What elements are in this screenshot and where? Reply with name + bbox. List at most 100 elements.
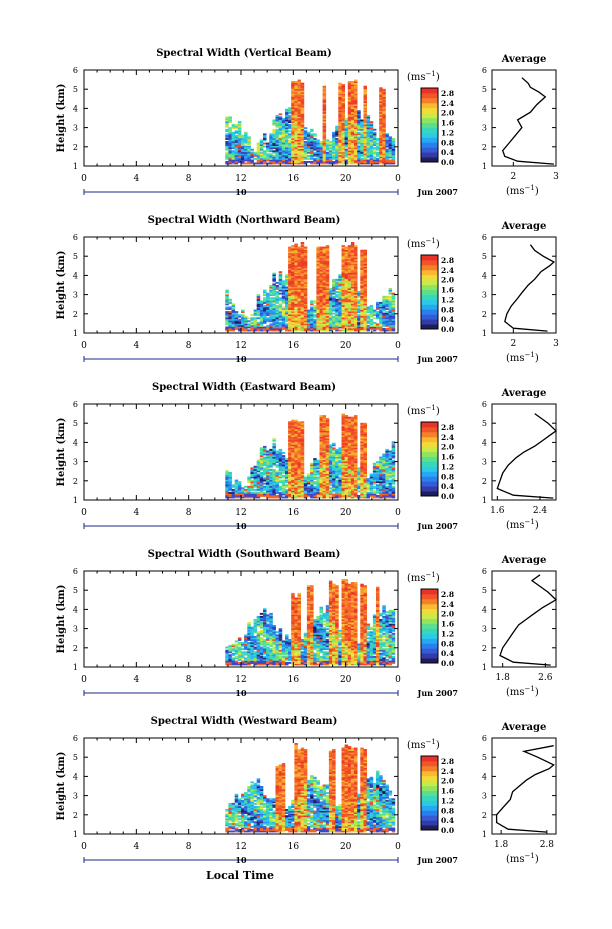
- heatmap-cell: [297, 311, 301, 313]
- heatmap-cell: [357, 473, 361, 476]
- heatmap-cell: [332, 138, 336, 140]
- heatmap-cell: [369, 144, 374, 146]
- heatmap-cell: [347, 252, 352, 255]
- heatmap-cell: [344, 141, 349, 143]
- heatmap-cell: [272, 462, 276, 465]
- heatmap-cell: [350, 133, 355, 136]
- heatmap-cell: [294, 326, 298, 329]
- heatmap-cell: [379, 105, 383, 108]
- heatmap-cell: [382, 114, 386, 117]
- heatmap-cell: [335, 281, 339, 284]
- heatmap-cell: [234, 315, 239, 318]
- heatmap-cell: [341, 108, 345, 111]
- heatmap-cell: [300, 258, 305, 261]
- heatmap-cell: [294, 266, 298, 269]
- heatmap-cell: [231, 141, 236, 143]
- heatmap-cell: [354, 416, 358, 419]
- heatmap-cell: [338, 297, 342, 300]
- heatmap-cell: [294, 320, 298, 323]
- heatmap-cell: [385, 134, 389, 137]
- heatmap-cell: [319, 448, 323, 451]
- heatmap-cell: [363, 142, 367, 145]
- heatmap-cell: [266, 496, 270, 499]
- heatmap-cell: [278, 125, 283, 128]
- heatmap-cell: [341, 418, 345, 421]
- heatmap-cell: [319, 491, 323, 494]
- heatmap-cell: [338, 108, 342, 111]
- heatmap-cell: [250, 162, 254, 165]
- heatmap-cell: [291, 455, 295, 457]
- heatmap-cell: [363, 283, 367, 286]
- heatmap-cell: [369, 161, 374, 163]
- heatmap-cell: [300, 295, 305, 298]
- heatmap-cell: [388, 301, 393, 304]
- heatmap-cell: [259, 467, 264, 470]
- heatmap-cell: [281, 136, 286, 139]
- heatmap-cell: [335, 288, 339, 290]
- heatmap-cell: [341, 93, 345, 96]
- heatmap-cell: [357, 485, 361, 488]
- y-tick-label: 2: [73, 310, 78, 319]
- heatmap-cell: [288, 306, 292, 309]
- heatmap-cell: [269, 487, 273, 490]
- heatmap-cell: [363, 272, 367, 275]
- heatmap-cell: [379, 147, 383, 150]
- heatmap-cell: [322, 436, 327, 439]
- heatmap-cell: [313, 154, 317, 157]
- heatmap-cell: [225, 300, 229, 303]
- heatmap-cell: [350, 251, 355, 254]
- heatmap-cell: [357, 161, 361, 163]
- heatmap-cell: [354, 305, 358, 307]
- heatmap-cell: [297, 281, 301, 284]
- heatmap-cell: [350, 491, 355, 494]
- heatmap-cell: [332, 447, 336, 450]
- heatmap-cell: [285, 151, 289, 154]
- heatmap-cell: [288, 459, 292, 462]
- heatmap-cell: [350, 476, 355, 479]
- heatmap-cell: [291, 280, 295, 283]
- heatmap-cell: [322, 90, 327, 93]
- heatmap-cell: [310, 320, 314, 323]
- heatmap-cell: [256, 475, 261, 477]
- heatmap-cell: [291, 96, 295, 99]
- heatmap-cell: [228, 119, 232, 122]
- heatmap-cell: [363, 430, 367, 433]
- heatmap-cell: [341, 445, 345, 448]
- heatmap-cell: [297, 312, 301, 315]
- heatmap-cell: [332, 320, 336, 323]
- heatmap-cell: [325, 281, 330, 284]
- heatmap-cell: [291, 266, 295, 269]
- heatmap-cell: [360, 277, 364, 280]
- heatmap-cell: [341, 114, 345, 117]
- heatmap-cell: [350, 99, 355, 102]
- heatmap-cell: [288, 107, 292, 110]
- heatmap-cell: [300, 496, 305, 499]
- heatmap-cell: [313, 323, 317, 326]
- heatmap-cell: [354, 105, 358, 108]
- heatmap-cell: [291, 286, 295, 289]
- heatmap-cell: [360, 326, 364, 329]
- heatmap-cell: [328, 450, 333, 453]
- heatmap-cell: [338, 487, 342, 490]
- heatmap-cell: [300, 488, 305, 491]
- heatmap-cell: [310, 323, 314, 326]
- heatmap-cell: [319, 447, 323, 450]
- heatmap-cell: [288, 300, 292, 303]
- heatmap-cell: [256, 478, 261, 480]
- heatmap-cell: [379, 121, 383, 123]
- heatmap-cell: [253, 478, 258, 480]
- heatmap-cell: [332, 468, 336, 471]
- heatmap-cell: [294, 156, 298, 159]
- heatmap-cell: [300, 108, 305, 111]
- heatmap-cell: [388, 303, 393, 306]
- heatmap-cell: [332, 154, 336, 157]
- heatmap-cell: [288, 458, 292, 460]
- heatmap-cell: [344, 294, 349, 297]
- heatmap-cell: [281, 128, 286, 131]
- heatmap-cell: [388, 295, 393, 298]
- heatmap-cell: [360, 251, 364, 254]
- heatmap-cell: [357, 321, 361, 324]
- heatmap-cell: [228, 306, 232, 309]
- heatmap-cell: [328, 301, 333, 304]
- heatmap-cell: [259, 162, 264, 165]
